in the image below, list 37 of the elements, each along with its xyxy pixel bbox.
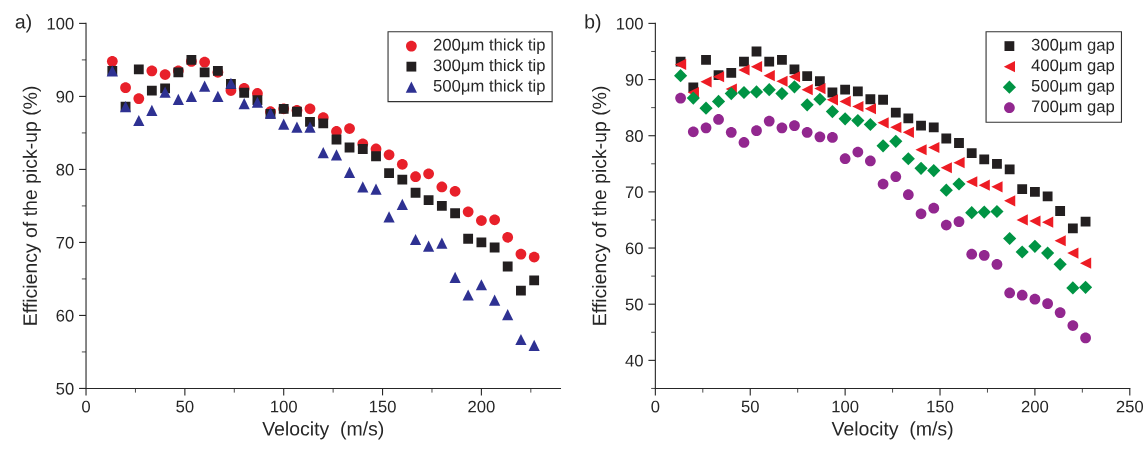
y-tick-label: 90 — [56, 90, 74, 103]
x-tick-label: 200 — [1021, 400, 1049, 413]
y-tick-label: 80 — [56, 163, 74, 176]
x-tick-label: 200 — [468, 400, 495, 413]
y-tick-label: 70 — [625, 186, 643, 199]
y-tick-label: 90 — [625, 73, 643, 86]
y-axis-title: Efficiency of the pick-up (%) — [22, 86, 41, 325]
x-tick-label: 150 — [927, 400, 954, 413]
x-tick-label: 150 — [369, 400, 396, 413]
x-axis-title: Velocity (m/s) — [262, 421, 384, 440]
text: a) — [15, 14, 31, 33]
legend-label: 500μm thick tip — [433, 79, 545, 96]
legend-label: 400μm gap — [1031, 59, 1115, 75]
legend-label: 300μm thick tip — [433, 58, 545, 75]
y-tick-label: 80 — [625, 130, 643, 142]
y-tick-label: 100 — [47, 17, 74, 30]
x-tick-label: 50 — [176, 400, 194, 413]
text: b) — [585, 14, 601, 33]
x-tick-label: 0 — [651, 400, 660, 413]
x-axis-title: Velocity (m/s) — [831, 421, 953, 440]
y-tick-label: 50 — [625, 298, 643, 311]
x-tick-label: 100 — [832, 400, 859, 413]
x-tick-label: 0 — [82, 400, 91, 413]
y-tick-label: 40 — [625, 354, 643, 367]
x-tick-label: 250 — [1116, 400, 1144, 413]
legend-label: 500μm gap — [1031, 79, 1115, 96]
y-tick-label: 50 — [56, 382, 74, 395]
y-tick-label: 70 — [56, 236, 74, 249]
legend-label: 700μm gap — [1031, 100, 1115, 116]
x-tick-label: 100 — [271, 400, 297, 413]
y-axis-title: Efficiency of the pick-up (%) — [592, 86, 611, 325]
y-tick-label: 100 — [617, 17, 643, 30]
x-tick-label: 50 — [741, 400, 759, 413]
y-tick-label: 60 — [56, 309, 74, 322]
legend-label: 200μm thick tip — [433, 38, 545, 54]
y-tick-label: 60 — [625, 242, 643, 255]
legend-label: 300μm gap — [1031, 38, 1115, 54]
